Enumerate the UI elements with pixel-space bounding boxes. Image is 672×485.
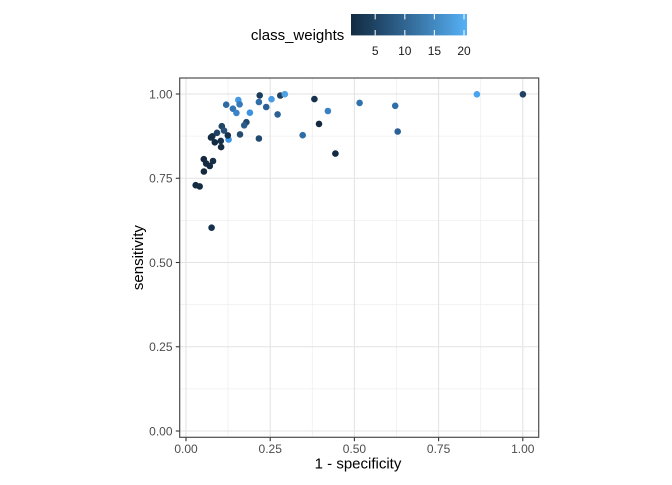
svg-text:1.00: 1.00 bbox=[149, 87, 173, 101]
svg-text:1 - specificity: 1 - specificity bbox=[315, 456, 402, 473]
svg-text:0.00: 0.00 bbox=[174, 442, 198, 456]
svg-text:0.50: 0.50 bbox=[343, 442, 367, 456]
svg-text:0.25: 0.25 bbox=[259, 442, 283, 456]
svg-text:sensitivity: sensitivity bbox=[130, 225, 147, 291]
svg-text:0.25: 0.25 bbox=[149, 340, 173, 354]
svg-text:0.50: 0.50 bbox=[149, 256, 173, 270]
svg-text:5: 5 bbox=[372, 44, 379, 58]
svg-text:10: 10 bbox=[398, 44, 412, 58]
svg-text:15: 15 bbox=[428, 44, 442, 58]
svg-text:0.75: 0.75 bbox=[427, 442, 451, 456]
svg-text:0.00: 0.00 bbox=[149, 424, 173, 438]
svg-text:class_weights: class_weights bbox=[251, 27, 344, 44]
svg-text:0.75: 0.75 bbox=[149, 172, 173, 186]
svg-text:1.00: 1.00 bbox=[511, 442, 535, 456]
svg-text:20: 20 bbox=[457, 44, 471, 58]
